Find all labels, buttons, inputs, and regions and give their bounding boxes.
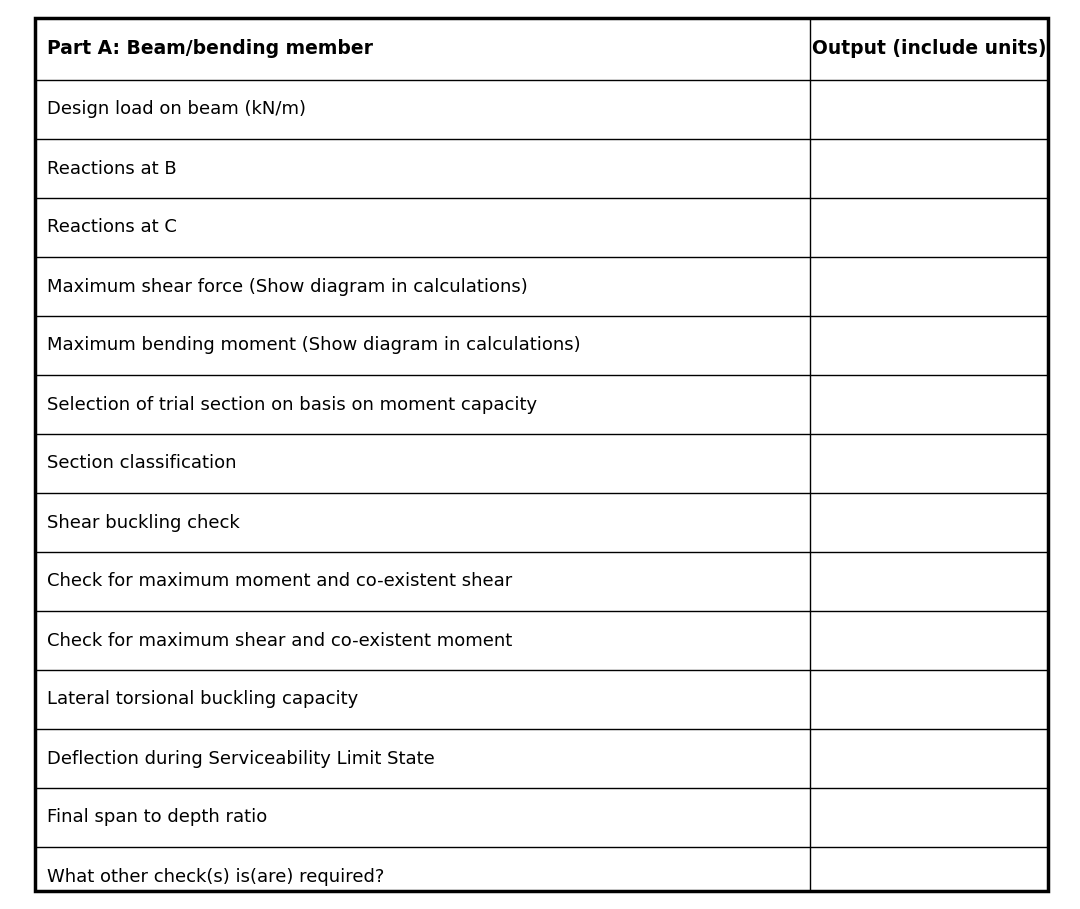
Text: Section classification: Section classification <box>48 454 237 473</box>
Text: Lateral torsional buckling capacity: Lateral torsional buckling capacity <box>48 691 359 708</box>
Text: Output (include units): Output (include units) <box>812 39 1047 58</box>
Text: Design load on beam (kN/m): Design load on beam (kN/m) <box>48 101 306 118</box>
Text: Selection of trial section on basis on moment capacity: Selection of trial section on basis on m… <box>48 395 537 414</box>
Text: Maximum shear force (Show diagram in calculations): Maximum shear force (Show diagram in cal… <box>48 277 528 295</box>
Text: Deflection during Serviceability Limit State: Deflection during Serviceability Limit S… <box>48 750 435 767</box>
Text: Final span to depth ratio: Final span to depth ratio <box>48 808 267 826</box>
Text: What other check(s) is(are) required?: What other check(s) is(are) required? <box>48 867 384 885</box>
Text: Reactions at B: Reactions at B <box>48 159 177 177</box>
Text: Shear buckling check: Shear buckling check <box>48 514 240 532</box>
Text: Check for maximum moment and co-existent shear: Check for maximum moment and co-existent… <box>48 573 512 591</box>
Text: Part A: Beam/bending member: Part A: Beam/bending member <box>48 39 373 58</box>
Text: Reactions at C: Reactions at C <box>48 218 177 236</box>
Text: Check for maximum shear and co-existent moment: Check for maximum shear and co-existent … <box>48 632 512 650</box>
Text: Maximum bending moment (Show diagram in calculations): Maximum bending moment (Show diagram in … <box>48 336 581 355</box>
